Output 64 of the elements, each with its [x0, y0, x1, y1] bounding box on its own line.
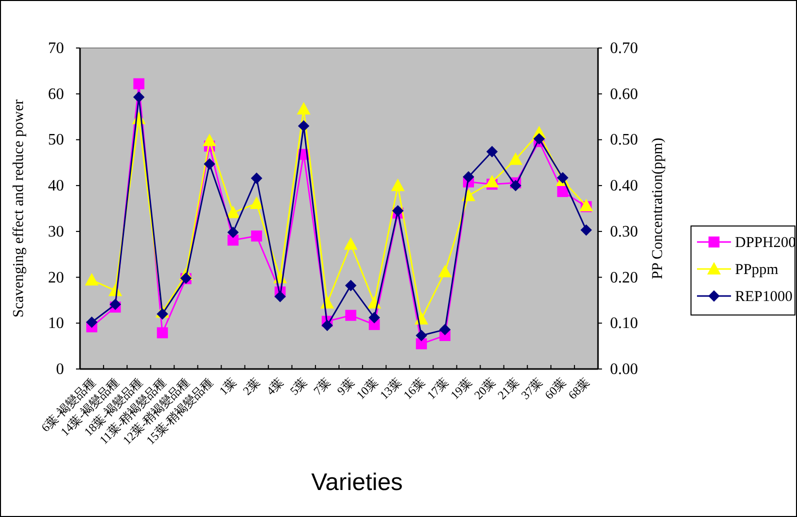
- y2-tick-label: 0.50: [610, 132, 638, 149]
- point: [133, 78, 144, 90]
- point: [345, 310, 356, 321]
- point: [439, 324, 450, 336]
- point: [133, 92, 144, 103]
- y2-tick-label: 0.00: [610, 361, 638, 378]
- point: [344, 238, 358, 250]
- legend-label: PPppm: [735, 262, 779, 278]
- y-tick-label: 50: [48, 132, 64, 149]
- y-tick-label: 40: [48, 178, 64, 195]
- point: [416, 330, 427, 342]
- point: [416, 338, 427, 350]
- point: [203, 134, 216, 146]
- y2-tick-label: 0.70: [610, 40, 638, 57]
- point: [557, 186, 568, 198]
- x-tick-label: 7葉: [310, 375, 334, 398]
- point: [85, 274, 98, 286]
- point: [438, 265, 452, 278]
- y2-tick-label: 0.10: [610, 315, 638, 332]
- y-axis-title: Scavenging effect and reduce power: [11, 100, 27, 318]
- x-tick-label: 2葉: [240, 375, 263, 398]
- point: [274, 291, 286, 302]
- y2-tick-label: 0.30: [610, 223, 638, 240]
- point: [580, 224, 592, 236]
- point: [110, 298, 121, 310]
- point: [368, 312, 380, 324]
- y-tick-label: 10: [48, 315, 64, 332]
- y-tick-label: 0: [56, 361, 64, 378]
- point: [251, 230, 262, 242]
- y-tick-label: 70: [48, 40, 64, 57]
- point: [486, 146, 498, 158]
- point: [156, 308, 168, 320]
- point: [204, 158, 215, 170]
- legend-label: DPPH200: [735, 235, 796, 251]
- point: [250, 196, 264, 209]
- x-tick-label: 1葉: [216, 375, 240, 398]
- point: [226, 206, 240, 218]
- point: [486, 175, 499, 188]
- y2-tick-label: 0.20: [610, 269, 638, 286]
- point: [297, 102, 310, 114]
- point: [557, 172, 568, 184]
- y2-axis-title: PP Concentration(ppm): [650, 138, 666, 280]
- point: [391, 179, 404, 192]
- y2-tick-label: 0.40: [610, 178, 638, 195]
- point: [463, 171, 474, 182]
- point: [156, 327, 168, 338]
- point: [534, 133, 545, 144]
- x-tick-label: 4葉: [264, 375, 286, 398]
- y-tick-label: 20: [48, 269, 64, 286]
- legend-label: REP1000: [735, 289, 793, 305]
- y-tick-label: 30: [48, 223, 64, 240]
- point: [345, 280, 356, 292]
- point: [392, 205, 404, 216]
- point: [228, 226, 239, 238]
- point: [86, 316, 98, 328]
- y2-tick-label: 0.60: [610, 86, 638, 103]
- y-tick-label: 60: [48, 86, 64, 103]
- x-tick-label: 5葉: [287, 375, 310, 398]
- point: [251, 172, 262, 184]
- point: [322, 320, 333, 331]
- x-axis-title: Varieties: [311, 469, 403, 496]
- point: [509, 152, 522, 165]
- point: [298, 120, 310, 132]
- point: [510, 180, 522, 192]
